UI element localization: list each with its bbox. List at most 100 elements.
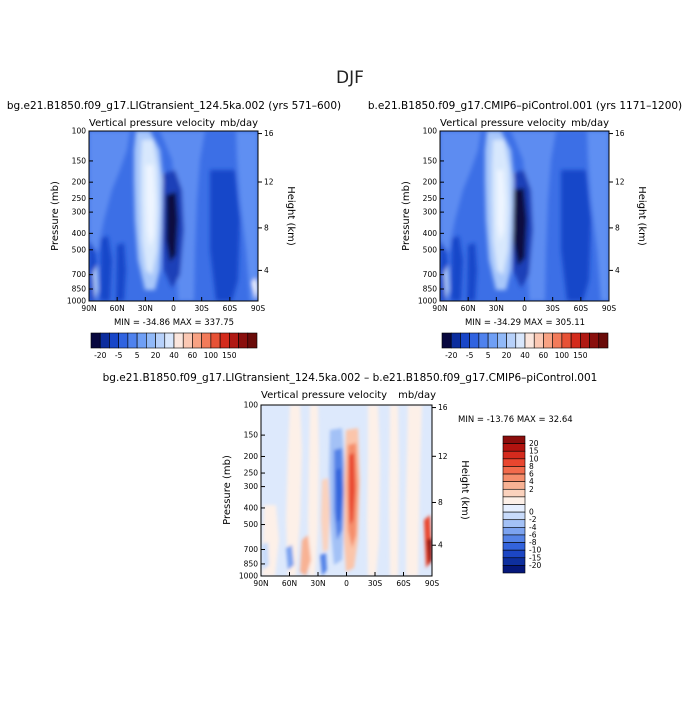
panel-3-height-tick-label: 8 [438,498,443,507]
panel-3-colorbar-label: 10 [529,454,539,463]
panel-2-colorbar-swatch [561,332,572,349]
panel-3-y-tick-label: 500 [244,520,259,529]
panel-2-y-tick-label: 1000 [418,297,437,306]
panel-2-y-tick-label: 250 [423,194,438,203]
panel-3-y-tick-label: 1000 [239,572,258,581]
panel-2-colorbar-swatch [506,332,517,349]
panel-2-height-tick-label: 8 [615,223,620,232]
panel-1-y-tick-label: 300 [72,208,87,217]
panel-1-y-axis-label: Pressure (mb) [50,181,61,251]
panel-3-colorbar-label: -15 [529,553,541,562]
panel-1-height-axis-label: Height (km) [285,186,296,246]
panel-3-subtitle: bg.e21.B1850.f09_g17.LIGtransient_124.5k… [103,372,598,384]
panel-1-colorbar-swatch [238,332,249,349]
panel-3-colorbar-label: 6 [529,470,534,479]
panel-1-colorbar-label: 20 [151,351,161,360]
panel-2-colorbar-swatch [478,332,489,349]
panel-3-colorbar-swatch [502,488,526,498]
panel-3-y-tick-label: 100 [244,401,259,410]
panel-2-colorbar-label: 100 [555,351,570,360]
panel-3-x-tick-label: 30N [310,579,325,588]
panel-1-colorbar-swatch [247,332,258,349]
panel-1-height-tick-label: 4 [264,266,269,275]
panel-2-x-tick-label: 30N [489,304,504,313]
panel-3-colorbar-swatch [502,496,526,505]
figure-title: DJF [336,68,364,88]
panel-1-colorbar-swatch [182,332,193,349]
panel-2-x-tick-label: 0 [522,304,527,313]
panel-1-colorbar-swatch [109,332,119,349]
panel-1-y-tick-label: 1000 [67,297,86,306]
panel-2-colorbar-swatch [580,332,590,349]
panel-3-x-tick-label: 60S [396,579,411,588]
panel-3-x-tick-label: 0 [344,579,349,588]
panel-1-colorbar-swatch [155,332,166,349]
panel-1-colorbar-swatch [201,332,212,349]
panel-3-colorbar-swatch [502,527,526,536]
panel-2-colorbar-swatch [598,332,609,349]
panel-2-colorbar-swatch [487,332,498,349]
panel-1-colorbar-label: 150 [222,351,237,360]
panel-3-colorbar-label: 8 [529,462,534,471]
panel-1-colorbar-swatch [127,332,138,349]
panel-2-colorbar-swatch [533,332,544,349]
panel-1-colorbar-label: 100 [204,351,219,360]
panel-2-x-tick-label: 30S [546,304,561,313]
panel-1-y-tick-label: 250 [72,194,87,203]
panel-2-y-tick-label: 400 [423,229,438,238]
panel-3-colorbar-swatch [502,435,526,444]
panel-3-colorbar-swatch [502,511,526,521]
panel-3-colorbar-swatch [502,542,526,551]
panel-3-colorbar-swatch [502,504,526,513]
panel-1-y-tick-label: 700 [72,270,87,279]
panel-2-y-tick-label: 100 [423,127,438,136]
panel-3-x-tick-label: 60N [282,579,297,588]
panel-3-colorbar-label: 4 [529,477,534,486]
panel-2-variable: Vertical pressure velocity [440,118,566,129]
panel-1-colorbar-swatch [219,332,230,349]
panel-2-y-tick-label: 150 [423,156,438,165]
panel-3-colorbar-label: 15 [529,447,539,456]
panel-3: bg.e21.B1850.f09_g17.LIGtransient_124.5k… [103,372,598,588]
panel-2-colorbar-swatch [570,332,581,349]
panel-1-height-tick-label: 8 [264,223,269,232]
panel-2-colorbar-swatch [450,332,461,349]
panel-3-height-axis-label: Height (km) [459,460,470,520]
panel-1-colorbar-label: 40 [169,351,179,360]
panel-2-x-tick-label: 90S [602,304,617,313]
panel-1-colorbar-swatch [192,332,202,349]
panel-2: b.e21.B1850.f09_g17.CMIP6–piControl.001 … [368,100,682,360]
panel-1-colorbar-label: 60 [188,351,198,360]
panel-1-colorbar-swatch [164,332,175,349]
panel-2-height-tick-label: 4 [615,266,620,275]
panel-3-colorbar-swatch [502,450,526,460]
panel-2-colorbar-swatch [469,332,480,349]
panel-1-y-tick-label: 400 [72,229,87,238]
panel-3-y-tick-label: 700 [244,545,259,554]
panel-3-y-tick-label: 300 [244,482,259,491]
panel-1-colorbar-swatch [90,332,101,349]
panel-1-x-tick-label: 90N [81,304,96,313]
panel-1-subtitle: bg.e21.B1850.f09_g17.LIGtransient_124.5k… [7,100,341,112]
panel-3-colorbar-swatch [502,565,526,574]
panel-3-colorbar-swatch [502,458,526,467]
panel-1-colorbar-swatch [229,332,239,349]
panel-3-variable: Vertical pressure velocity [261,390,387,401]
panel-2-colorbar-swatch [515,332,526,349]
panel-2-colorbar-swatch [552,332,563,349]
panel-3-colorbar-swatch [502,443,526,452]
panel-2-colorbar: -20 -5 5 20 40 60 100 150 [441,332,609,360]
panel-1-colorbar-swatch [99,332,110,349]
panel-2-subtitle: b.e21.B1850.f09_g17.CMIP6–piControl.001 … [368,100,682,112]
panel-2-colorbar-label: 150 [573,351,588,360]
panel-2-y-tick-label: 500 [423,245,438,254]
panel-2-units: mb/day [571,118,609,129]
panel-2-stats: MIN = -34.29 MAX = 305.11 [465,318,585,328]
panel-3-colorbar-label: -20 [529,561,541,570]
panel-1-contour-field [89,131,258,301]
panel-1-units: mb/day [220,118,258,129]
panel-2-height-axis-label: Height (km) [636,186,647,246]
